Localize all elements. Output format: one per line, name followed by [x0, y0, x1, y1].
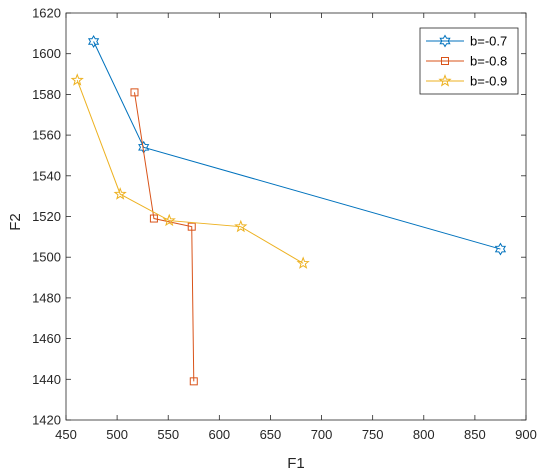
- data-point: [70, 73, 84, 86]
- data-point: [87, 35, 100, 48]
- data-point: [149, 214, 158, 223]
- x-tick-label: 550: [157, 427, 179, 442]
- x-tick-label: 800: [413, 427, 435, 442]
- legend-item: b=-0.8: [426, 54, 507, 69]
- data-point: [296, 256, 310, 269]
- legend-item: b=-0.7: [426, 34, 507, 49]
- y-tick-label: 1520: [32, 209, 61, 224]
- x-axis-label: F1: [287, 455, 305, 472]
- data-point: [187, 222, 196, 231]
- legend-item: b=-0.9: [426, 74, 507, 89]
- x-tick-label: 600: [208, 427, 230, 442]
- x-tick-label: 700: [311, 427, 333, 442]
- series-line: [133, 92, 195, 382]
- data-point: [438, 74, 452, 87]
- y-tick-label: 1580: [32, 87, 61, 102]
- ticks-layer: 450 500 550 600 650 700 750 800 850 900 1420 1440 14…: [32, 6, 537, 443]
- series-2: [130, 88, 198, 386]
- y-axis-label: F2: [7, 213, 24, 231]
- x-tick-label: 450: [55, 427, 77, 442]
- x-tick-label: 850: [464, 427, 486, 442]
- data-point: [130, 88, 139, 97]
- data-point: [234, 219, 248, 233]
- legend-label: b=-0.7: [470, 34, 507, 49]
- data-point: [162, 213, 176, 227]
- y-tick-label: 1620: [32, 6, 61, 21]
- x-tick-label: 500: [106, 427, 128, 442]
- data-point: [439, 34, 451, 48]
- series-3: [70, 73, 310, 269]
- data-point: [494, 242, 507, 256]
- x-tick-label: 750: [362, 427, 384, 442]
- y-tick-label: 1480: [32, 290, 61, 305]
- y-tick-label: 1600: [32, 46, 61, 61]
- x-tick-label: 900: [515, 427, 537, 442]
- legend: b=-0.7 b=-0.8 b=-0.9: [419, 27, 519, 95]
- series-layer: [70, 35, 507, 386]
- data-point: [189, 377, 198, 386]
- y-tick-label: 1540: [32, 168, 61, 183]
- y-tick-label: 1560: [32, 128, 61, 143]
- data-point: [441, 57, 449, 65]
- series-line: [93, 41, 501, 250]
- y-tick-label: 1500: [32, 250, 61, 265]
- x-tick-label: 650: [260, 427, 282, 442]
- legend-label: b=-0.9: [470, 74, 507, 89]
- y-tick-label: 1440: [32, 372, 61, 387]
- data-point: [113, 187, 127, 200]
- y-tick-label: 1420: [32, 413, 61, 428]
- series-line: [76, 79, 304, 264]
- legend-label: b=-0.8: [470, 54, 507, 69]
- y-tick-label: 1460: [32, 331, 61, 346]
